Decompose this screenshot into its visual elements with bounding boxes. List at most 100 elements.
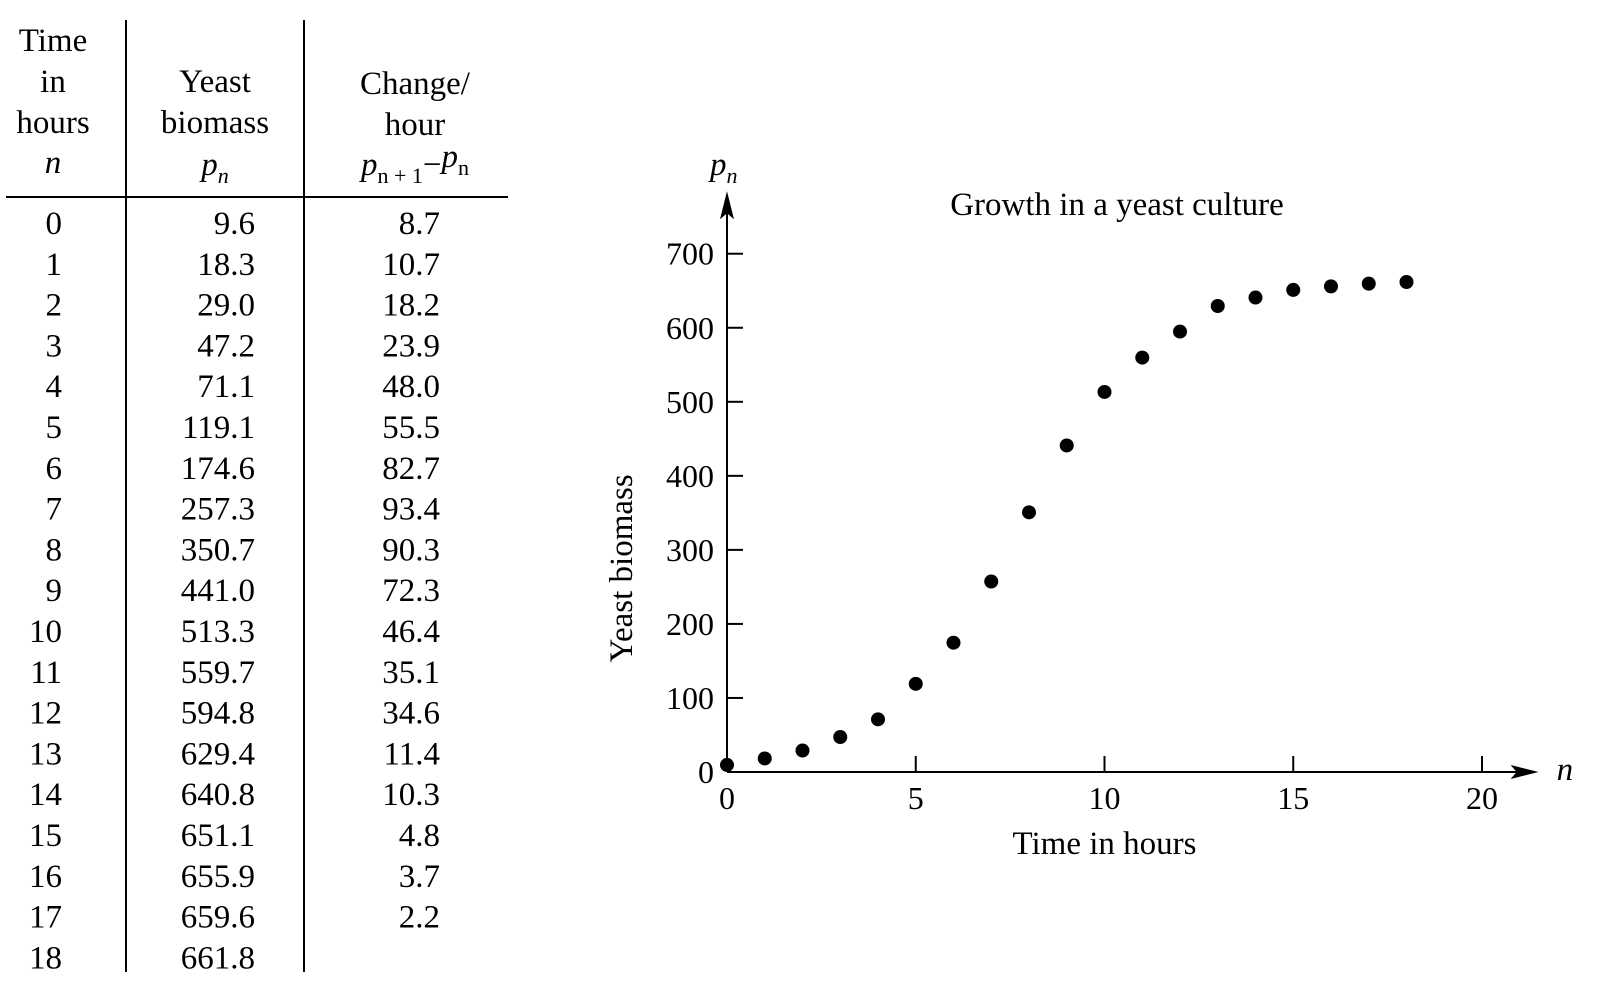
data-point	[1135, 350, 1150, 365]
data-table: TimeinhoursnYeastbiomasspnChange/hourpn …	[6, 20, 508, 976]
table-row: 2 29.0 18.2	[46, 288, 441, 324]
y-tick-label: 500	[666, 384, 714, 420]
cell-time: 0	[46, 206, 63, 242]
cell-biomass: 659.6	[181, 900, 255, 936]
data-point	[946, 635, 961, 650]
cell-time: 5	[46, 410, 63, 446]
x-tick-label: 5	[908, 780, 924, 816]
cell-time: 14	[29, 777, 62, 813]
col-time-header-line: hours	[16, 105, 89, 141]
data-point	[1361, 276, 1376, 291]
x-tick-label: 15	[1277, 780, 1309, 816]
cell-biomass: 9.6	[214, 206, 255, 242]
cell-biomass: 29.0	[197, 288, 255, 324]
cell-change: 55.5	[382, 410, 440, 446]
data-point	[795, 743, 810, 758]
scatter-chart: Growth in a yeast culture 0 5 10 15 20010020…	[604, 147, 1573, 862]
col-change-symbol: pn + 1−pn	[359, 139, 469, 188]
symbol-subscript: n	[727, 163, 738, 188]
cell-change: 35.1	[382, 655, 440, 691]
data-point	[1097, 384, 1112, 399]
cell-biomass: 661.8	[181, 940, 255, 976]
table-row: 16 655.9 3.7	[29, 859, 440, 895]
cell-time: 15	[29, 818, 62, 854]
cell-biomass: 441.0	[181, 573, 255, 609]
cell-change: 10.3	[382, 777, 440, 813]
cell-change: 2.2	[399, 900, 440, 936]
table-header: TimeinhoursnYeastbiomasspnChange/hourpn …	[16, 23, 470, 188]
y-tick-label: 0	[698, 754, 714, 790]
data-point	[1173, 324, 1187, 339]
symbol-base: p	[359, 147, 378, 183]
symbol-base: p	[440, 139, 459, 175]
cell-time: 17	[29, 900, 62, 936]
data-point	[1286, 282, 1301, 297]
cell-time: 13	[29, 736, 62, 772]
data-point	[720, 757, 734, 772]
table-row: 14 640.8 10.3	[29, 777, 440, 813]
table-row: 15 651.1 4.8	[29, 818, 440, 854]
cell-change: 8.7	[399, 206, 440, 242]
table-row: 13 629.4 11.4	[29, 736, 440, 772]
y-tick-label: 700	[666, 236, 714, 272]
y-axis-symbol: pn	[708, 147, 738, 188]
cell-biomass: 119.1	[182, 410, 255, 446]
data-point	[908, 676, 923, 691]
table-row: 7 257.3 93.4	[46, 492, 441, 528]
cell-time: 10	[29, 614, 62, 650]
symbol-subscript: n	[218, 163, 229, 188]
table-row: 9 441.0 72.3	[46, 573, 441, 609]
data-point	[1324, 279, 1338, 294]
cell-change: 90.3	[382, 532, 440, 568]
cell-change: 11.4	[383, 736, 440, 772]
cell-biomass: 594.8	[181, 696, 255, 732]
col-biomass-symbol: pn	[199, 147, 229, 188]
cell-biomass: 257.3	[181, 492, 255, 528]
x-tick-label: 0	[719, 780, 735, 816]
data-point	[1022, 505, 1036, 520]
cell-change: 82.7	[382, 451, 440, 487]
cell-time: 12	[29, 696, 62, 732]
data-point	[1399, 275, 1414, 290]
symbol-base: p	[199, 147, 218, 183]
table-row: 0 9.6 8.7	[46, 206, 441, 242]
cell-time: 18	[29, 940, 62, 976]
y-tick-label: 600	[666, 310, 714, 346]
y-tick-label: 200	[666, 606, 714, 642]
x-axis-symbol: n	[1557, 752, 1574, 788]
cell-time: 11	[30, 655, 62, 691]
data-point	[984, 574, 999, 589]
chart-title: Growth in a yeast culture	[950, 187, 1284, 223]
table-row: 12 594.8 34.6	[29, 696, 440, 732]
x-tick-label: 20	[1466, 780, 1498, 816]
cell-time: 6	[46, 451, 63, 487]
cell-time: 3	[46, 328, 63, 364]
cell-change: 4.8	[399, 818, 440, 854]
table-row: 18 661.8	[29, 940, 255, 976]
cell-time: 8	[46, 532, 63, 568]
col-time-header-line: Time	[19, 23, 87, 59]
col-time-symbol: n	[45, 145, 62, 181]
cell-biomass: 640.8	[181, 777, 255, 813]
cell-biomass: 71.1	[197, 369, 255, 405]
col-biomass-header-line: Yeast	[179, 64, 251, 100]
cell-biomass: 559.7	[181, 655, 255, 691]
x-axis-arrow-icon	[1510, 765, 1539, 779]
cell-time: 1	[46, 247, 63, 283]
chart-points	[720, 275, 1414, 772]
cell-change: 3.7	[399, 859, 440, 895]
table-row: 17 659.6 2.2	[29, 900, 440, 936]
symbol-base: p	[708, 147, 727, 183]
cell-biomass: 18.3	[197, 247, 255, 283]
table-body: 0 9.6 8.71 18.3 10.72 29.0 18.23 47.2 23.94 71.1 4…	[29, 206, 440, 976]
cell-biomass: 629.4	[181, 736, 255, 772]
cell-change: 10.7	[382, 247, 440, 283]
col-biomass-header-line: biomass	[161, 105, 269, 141]
table-row: 11 559.7 35.1	[30, 655, 440, 691]
x-tick-label: 10	[1089, 780, 1121, 816]
y-tick-label: 100	[666, 680, 714, 716]
data-point	[757, 751, 772, 766]
table-row: 10 513.3 46.4	[29, 614, 440, 650]
cell-time: 9	[46, 573, 63, 609]
